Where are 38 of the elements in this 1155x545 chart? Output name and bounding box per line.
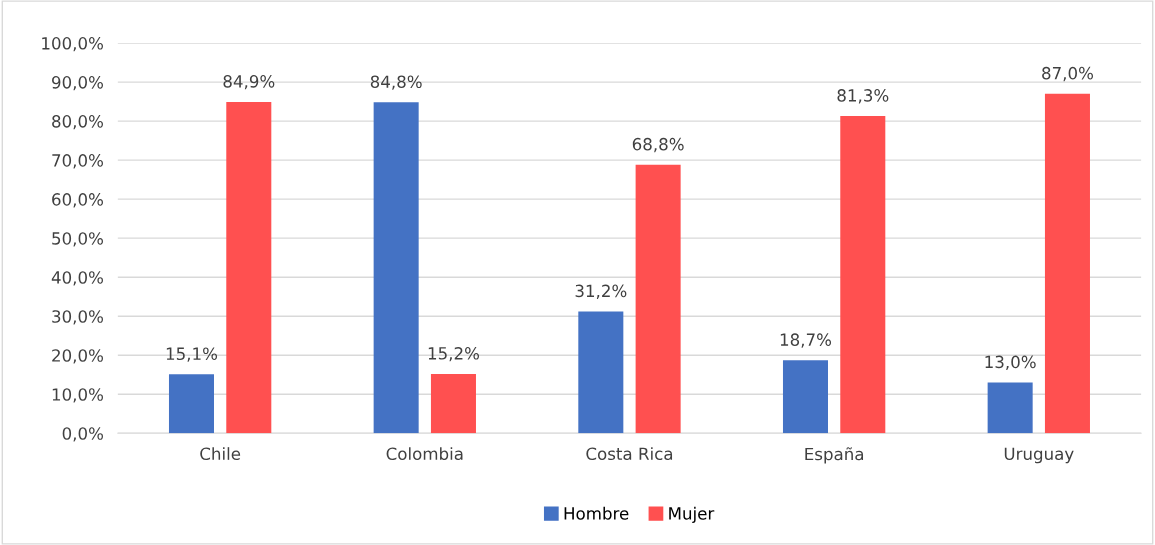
bar	[168, 374, 214, 434]
x-tick-label: Colombia	[386, 447, 463, 461]
y-tick-label: 50,0%	[52, 232, 103, 247]
data-label: 84,9%	[223, 75, 275, 90]
data-label: 15,1%	[166, 347, 218, 362]
y-tick-label: 20,0%	[52, 349, 103, 364]
data-label: 68,8%	[632, 137, 684, 153]
data-label: 81,3%	[837, 89, 889, 104]
legend-label: Hombre	[564, 506, 629, 520]
x-tick-label: Uruguay	[1004, 447, 1074, 464]
x-tick-label: España	[805, 447, 864, 464]
data-label: 15,2%	[428, 347, 480, 362]
x-tick-label: Chile	[200, 447, 241, 461]
y-tick-label: 60,0%	[52, 193, 103, 208]
data-label: 18,7%	[780, 333, 832, 348]
x-tick-label: Costa Rica	[586, 447, 673, 461]
bar	[373, 102, 419, 434]
data-label: 87,0%	[1042, 66, 1094, 82]
bar	[226, 101, 272, 434]
y-tick-label: 90,0%	[52, 76, 103, 91]
y-tick-label: 30,0%	[52, 310, 103, 325]
data-label: 31,2%	[575, 284, 627, 299]
bar	[840, 116, 886, 434]
y-tick-label: 80,0%	[52, 115, 103, 130]
y-tick-label: 100,0%	[42, 37, 103, 52]
bar	[430, 373, 476, 434]
legend-label: Mujer	[669, 506, 715, 523]
y-tick-label: 0,0%	[62, 427, 103, 442]
y-tick-label: 10,0%	[52, 388, 103, 403]
bar	[987, 382, 1033, 434]
bar	[1044, 93, 1090, 434]
y-tick-label: 70,0%	[52, 154, 103, 169]
bar	[635, 164, 681, 434]
data-label: 13,0%	[985, 355, 1036, 370]
data-label: 84,8%	[370, 75, 422, 90]
bar	[782, 360, 828, 434]
bar	[578, 311, 624, 434]
y-tick-label: 40,0%	[51, 271, 103, 286]
